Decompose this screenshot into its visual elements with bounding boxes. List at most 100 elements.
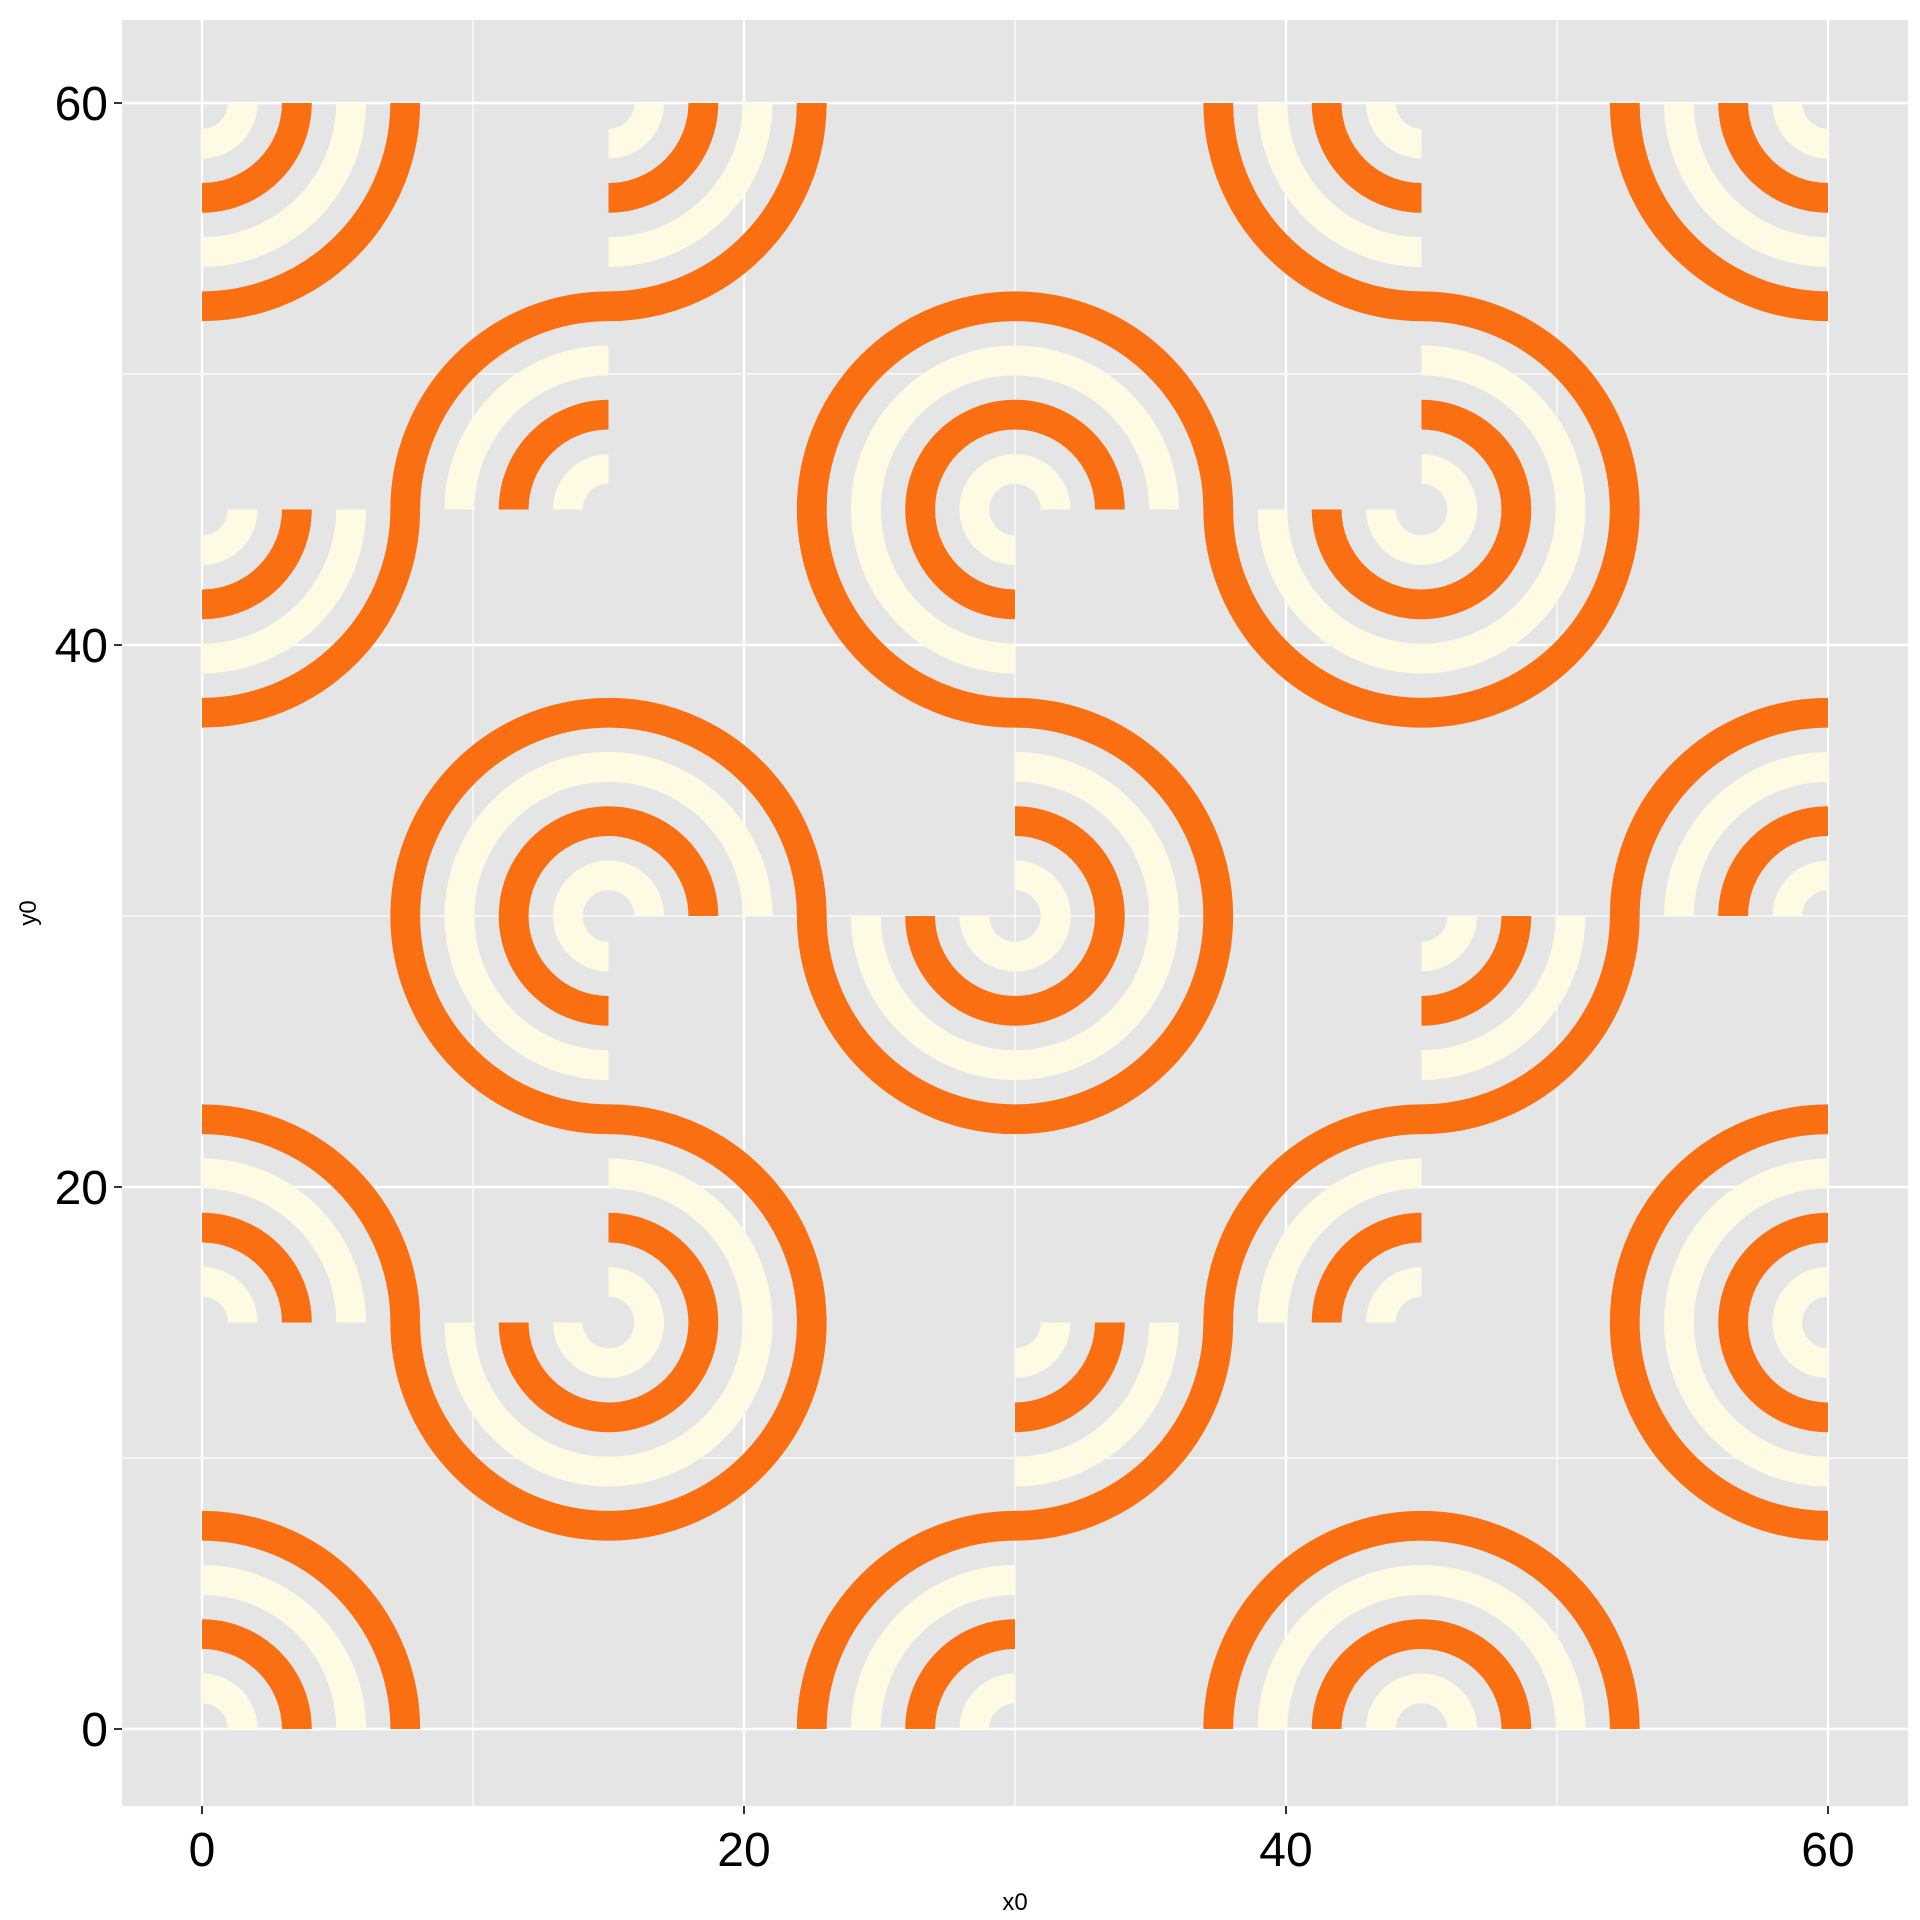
- arc-r0-c1-corner0-ring2: [851, 1565, 1016, 1729]
- arc-r0-c3-corner0-ring0: [1420, 1673, 1478, 1729]
- arc-r3-c3-corner1-ring1: [1718, 103, 1828, 213]
- arc-r0-c0-corner0-ring1: [202, 1619, 312, 1729]
- x-tick-label-3: 60: [1801, 1824, 1854, 1877]
- arc-r1-c1-corner1-ring0: [959, 915, 1016, 972]
- arc-r1-c0-corner1-ring2: [444, 915, 609, 1080]
- arc-r0-c1-corner1-ring0: [607, 1321, 665, 1379]
- arc-r2-c1-corner1-ring2: [851, 509, 1016, 674]
- arc-r1-c2-corner0-ring0: [1365, 1266, 1423, 1324]
- arc-r2-c1-corner0-ring1: [608, 806, 719, 917]
- arc-r1-c3-corner0-ring3: [1609, 1104, 1828, 1323]
- arc-r0-c2-corner0-ring2: [1257, 1565, 1422, 1729]
- arc-r1-c1-corner1-ring3: [796, 915, 1016, 1135]
- arc-r2-c2-corner0-ring1: [1014, 806, 1125, 917]
- arc-r2-c1-corner1-ring1: [905, 509, 1016, 620]
- arc-r1-c1-corner1-ring2: [851, 915, 1016, 1080]
- arc-r0-c0-corner1-ring1: [498, 1322, 609, 1433]
- arc-r3-c3-corner0-ring1: [1421, 399, 1532, 510]
- arc-r0-c0-corner1-ring3: [390, 1322, 609, 1541]
- arc-r1-c3-corner1-ring2: [1421, 915, 1586, 1080]
- arc-r2-c3-corner1-ring3: [1421, 509, 1640, 728]
- arc-r3-c2-corner0-ring0: [1014, 453, 1071, 511]
- arc-r0-c1-corner1-ring1: [608, 1322, 719, 1433]
- arc-r1-c0-corner0-ring3: [202, 1104, 421, 1323]
- arc-r3-c3-corner1-ring2: [1664, 103, 1828, 267]
- arc-r2-c2-corner0-ring0: [1014, 860, 1071, 917]
- arc-r1-c1-corner0-ring0: [607, 1266, 665, 1324]
- arc-r3-c1-corner0-ring2: [851, 345, 1016, 510]
- arc-r0-c3-corner0-ring2: [1421, 1565, 1586, 1729]
- arc-r2-c2-corner1-ring2: [1257, 509, 1422, 674]
- arc-r1-c2-corner0-ring2: [1257, 1158, 1422, 1323]
- arc-r0-c2-corner1-ring2: [1014, 1322, 1179, 1487]
- arc-r3-c3-corner0-ring3: [1421, 291, 1640, 510]
- arc-r1-c3-corner1-ring0: [1420, 915, 1478, 972]
- arc-r1-c1-corner0-ring2: [608, 1158, 773, 1323]
- arc-r0-c2-corner0-ring0: [1365, 1673, 1423, 1729]
- arc-r2-c3-corner0-ring2: [1664, 752, 1828, 917]
- arc-r1-c0-corner1-ring0: [552, 915, 610, 972]
- arc-r2-c2-corner0-ring2: [1014, 752, 1179, 917]
- arc-r2-c1-corner0-ring2: [608, 752, 773, 917]
- arc-r1-c1-corner0-ring1: [608, 1212, 719, 1323]
- arc-r1-c2-corner1-ring0: [1014, 915, 1071, 972]
- arc-r0-c1-corner0-ring0: [959, 1673, 1016, 1729]
- arc-r3-c0-corner1-ring3: [202, 103, 421, 322]
- arc-r1-c0-corner1-ring1: [498, 915, 609, 1026]
- arc-r0-c1-corner0-ring3: [796, 1510, 1016, 1729]
- arc-r2-c0-corner1-ring0: [202, 508, 258, 566]
- y-tick-label-3: 60: [55, 78, 108, 131]
- arc-r2-c3-corner1-ring2: [1421, 509, 1586, 674]
- arc-r1-c2-corner0-ring3: [1203, 1104, 1422, 1323]
- arc-r2-c1-corner1-ring3: [796, 509, 1016, 728]
- arc-r2-c2-corner0-ring3: [1014, 697, 1234, 917]
- arc-r2-c2-corner1-ring3: [1203, 509, 1422, 728]
- y-axis-title: y0: [15, 900, 42, 925]
- arc-r0-c3-corner0-ring3: [1421, 1510, 1640, 1729]
- arc-r1-c3-corner0-ring2: [1664, 1158, 1828, 1323]
- arc-r2-c0-corner1-ring1: [202, 509, 312, 620]
- arc-r2-c3-corner0-ring0: [1772, 860, 1828, 917]
- arc-r3-c3-corner1-ring0: [1772, 103, 1828, 159]
- arc-r2-c0-corner0-ring1: [498, 806, 609, 917]
- arc-r3-c0-corner1-ring0: [202, 103, 258, 159]
- arc-r3-c2-corner1-ring0: [1365, 103, 1423, 159]
- arc-r2-c1-corner1-ring0: [959, 508, 1016, 566]
- arc-r3-c1-corner0-ring1: [905, 399, 1016, 510]
- arc-r2-c3-corner0-ring3: [1609, 697, 1828, 917]
- arc-r3-c0-corner0-ring3: [390, 291, 609, 510]
- arc-r3-c0-corner1-ring1: [202, 103, 312, 213]
- arc-r1-c3-corner0-ring0: [1772, 1266, 1828, 1324]
- arc-r1-c0-corner0-ring0: [202, 1266, 258, 1324]
- x-tick-label-0: 0: [189, 1824, 216, 1877]
- arc-r3-c2-corner0-ring1: [1014, 399, 1125, 510]
- x-axis-title: x0: [1002, 1889, 1027, 1916]
- arc-r0-c1-corner1-ring2: [608, 1322, 773, 1487]
- arc-r1-c0-corner0-ring2: [202, 1158, 366, 1323]
- arc-r0-c0-corner0-ring3: [202, 1510, 421, 1729]
- arc-r1-c2-corner1-ring3: [1014, 915, 1234, 1135]
- arc-r2-c0-corner1-ring2: [202, 509, 366, 674]
- arc-r3-c2-corner0-ring3: [1014, 291, 1234, 510]
- x-tick-label-1: 20: [717, 1824, 770, 1877]
- arc-r3-c1-corner1-ring1: [608, 103, 719, 213]
- arc-r3-c1-corner0-ring3: [796, 291, 1016, 510]
- arc-r1-c2-corner0-ring1: [1311, 1212, 1422, 1323]
- arc-r0-c2-corner0-ring1: [1311, 1619, 1422, 1729]
- arc-r0-c3-corner1-ring1: [1718, 1322, 1828, 1433]
- x-tick-label-2: 40: [1259, 1824, 1312, 1877]
- arc-r3-c1-corner1-ring0: [607, 103, 665, 159]
- arc-r2-c1-corner0-ring0: [607, 860, 665, 917]
- arc-r1-c1-corner0-ring3: [608, 1104, 827, 1323]
- arc-r0-c2-corner1-ring0: [1014, 1321, 1071, 1379]
- arc-r2-c3-corner1-ring0: [1420, 508, 1478, 566]
- arc-r3-c3-corner0-ring2: [1421, 345, 1586, 510]
- arc-r0-c1-corner0-ring1: [905, 1619, 1016, 1729]
- arc-r2-c3-corner0-ring1: [1718, 806, 1828, 917]
- axes: 0 20 40 60 0 20 40 60: [55, 78, 1855, 1877]
- arc-r0-c3-corner0-ring1: [1421, 1619, 1532, 1729]
- arc-r3-c0-corner0-ring1: [498, 399, 609, 510]
- arc-r0-c3-corner1-ring3: [1609, 1322, 1828, 1541]
- arc-r0-c0-corner0-ring0: [202, 1673, 258, 1729]
- arc-r3-c2-corner1-ring3: [1203, 103, 1422, 322]
